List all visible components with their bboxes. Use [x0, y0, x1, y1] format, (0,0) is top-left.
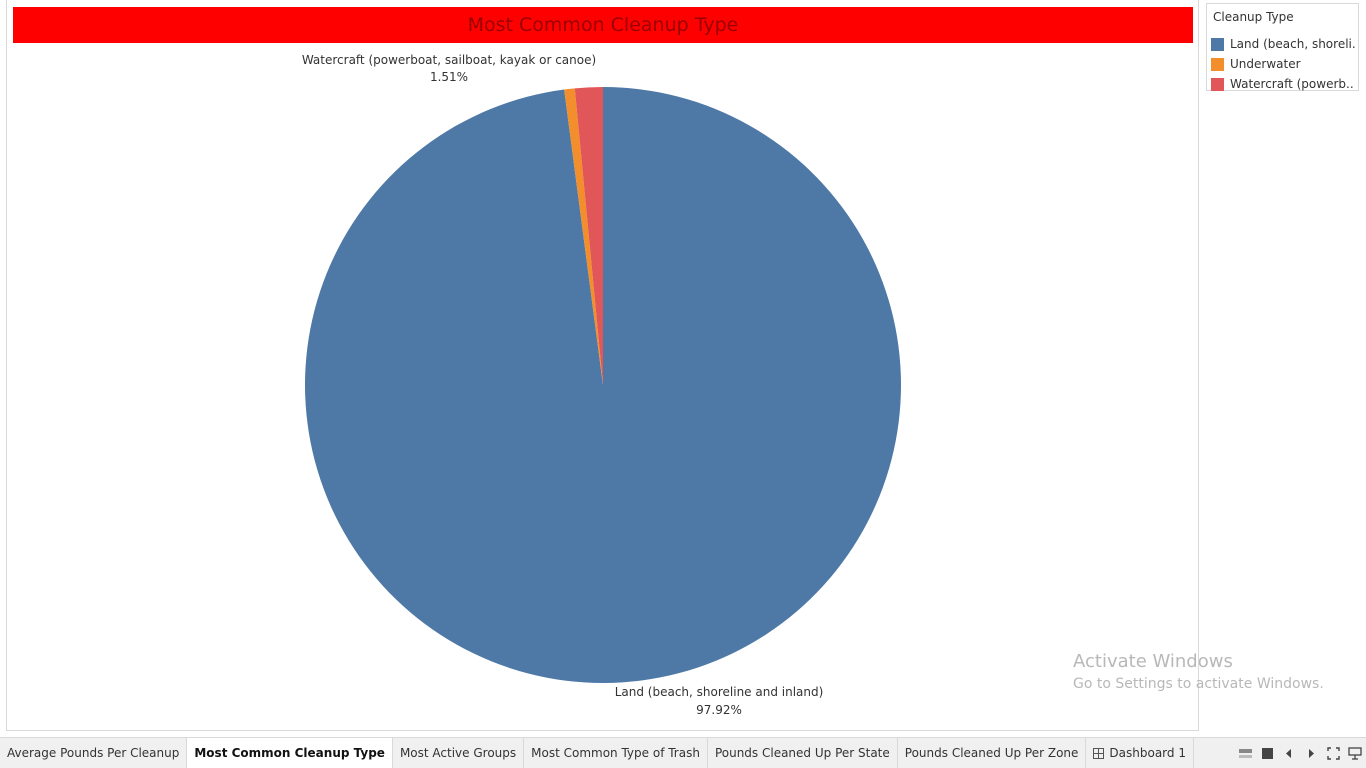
previous-sheet-icon[interactable]	[1278, 742, 1300, 764]
tab-label: Pounds Cleaned Up Per Zone	[904, 746, 1079, 760]
tab-most-common-type-of-trash[interactable]: Most Common Type of Trash	[524, 738, 708, 768]
activate-windows-title: Activate Windows	[1073, 651, 1233, 672]
legend-swatch-watercraft	[1211, 77, 1224, 91]
tab-label: Dashboard 1	[1109, 746, 1186, 760]
presentation-mode-icon[interactable]	[1344, 742, 1366, 764]
legend-label-land: Land (beach, shoreli..	[1230, 37, 1356, 51]
slice-category-label: Land (beach, shoreline and inland)	[615, 685, 824, 699]
tab-label: Most Active Groups	[399, 746, 517, 760]
dashboard-icon	[1093, 747, 1105, 759]
slice-category-label: Watercraft (powerboat, sailboat, kayak o…	[302, 53, 596, 67]
next-sheet-icon[interactable]	[1300, 742, 1322, 764]
legend-label-watercraft: Watercraft (powerb..	[1230, 77, 1354, 91]
legend-item-land[interactable]: Land (beach, shoreli..	[1211, 36, 1356, 52]
tab-average-pounds-per-cleanup[interactable]: Average Pounds Per Cleanup	[0, 738, 188, 768]
tab-pounds-cleaned-up-per-state[interactable]: Pounds Cleaned Up Per State	[707, 738, 898, 768]
pie-chart: Watercraft (powerboat, sailboat, kayak o…	[302, 53, 901, 717]
slice-value-label: 97.92%	[696, 703, 742, 717]
chart-title: Most Common Cleanup Type	[467, 14, 739, 36]
chart-title-bar: Most Common Cleanup Type	[13, 7, 1193, 43]
legend: Cleanup Type Land (beach, shoreli.. Unde…	[1206, 3, 1359, 91]
slice-label-land: Land (beach, shoreline and inland) 97.92%	[615, 685, 824, 717]
tab-label: Pounds Cleaned Up Per State	[714, 746, 890, 760]
legend-title: Cleanup Type	[1213, 10, 1294, 24]
show-tabs-icon[interactable]	[1256, 742, 1278, 764]
legend-item-watercraft[interactable]: Watercraft (powerb..	[1211, 76, 1356, 92]
sheet-tab-bar: Average Pounds Per Cleanup Most Common C…	[0, 737, 1366, 768]
tab-most-common-cleanup-type[interactable]: Most Common Cleanup Type	[187, 738, 393, 768]
tab-pounds-cleaned-up-per-zone[interactable]: Pounds Cleaned Up Per Zone	[897, 738, 1087, 768]
tab-label: Average Pounds Per Cleanup	[7, 746, 180, 760]
legend-item-underwater[interactable]: Underwater	[1211, 56, 1356, 72]
sheet-tabs: Average Pounds Per Cleanup Most Common C…	[0, 738, 1194, 768]
sheet-navigation-controls	[1234, 738, 1366, 768]
tab-dashboard-1[interactable]: Dashboard 1	[1086, 738, 1194, 768]
activate-windows-subtitle: Go to Settings to activate Windows.	[1073, 676, 1324, 692]
slice-value-label: 1.51%	[430, 70, 468, 84]
pie-slice-watercraft[interactable]	[574, 87, 603, 385]
legend-swatch-underwater	[1211, 57, 1224, 71]
legend-label-underwater: Underwater	[1230, 57, 1301, 71]
legend-swatch-land	[1211, 37, 1224, 51]
tab-most-active-groups[interactable]: Most Active Groups	[392, 738, 525, 768]
tab-label: Most Common Type of Trash	[531, 746, 700, 760]
fit-window-icon[interactable]	[1322, 742, 1344, 764]
slice-label-watercraft: Watercraft (powerboat, sailboat, kayak o…	[302, 53, 596, 84]
show-filmstrip-icon[interactable]	[1234, 742, 1256, 764]
tab-label: Most Common Cleanup Type	[194, 746, 385, 760]
pie-slice-underwater[interactable]	[564, 88, 603, 386]
